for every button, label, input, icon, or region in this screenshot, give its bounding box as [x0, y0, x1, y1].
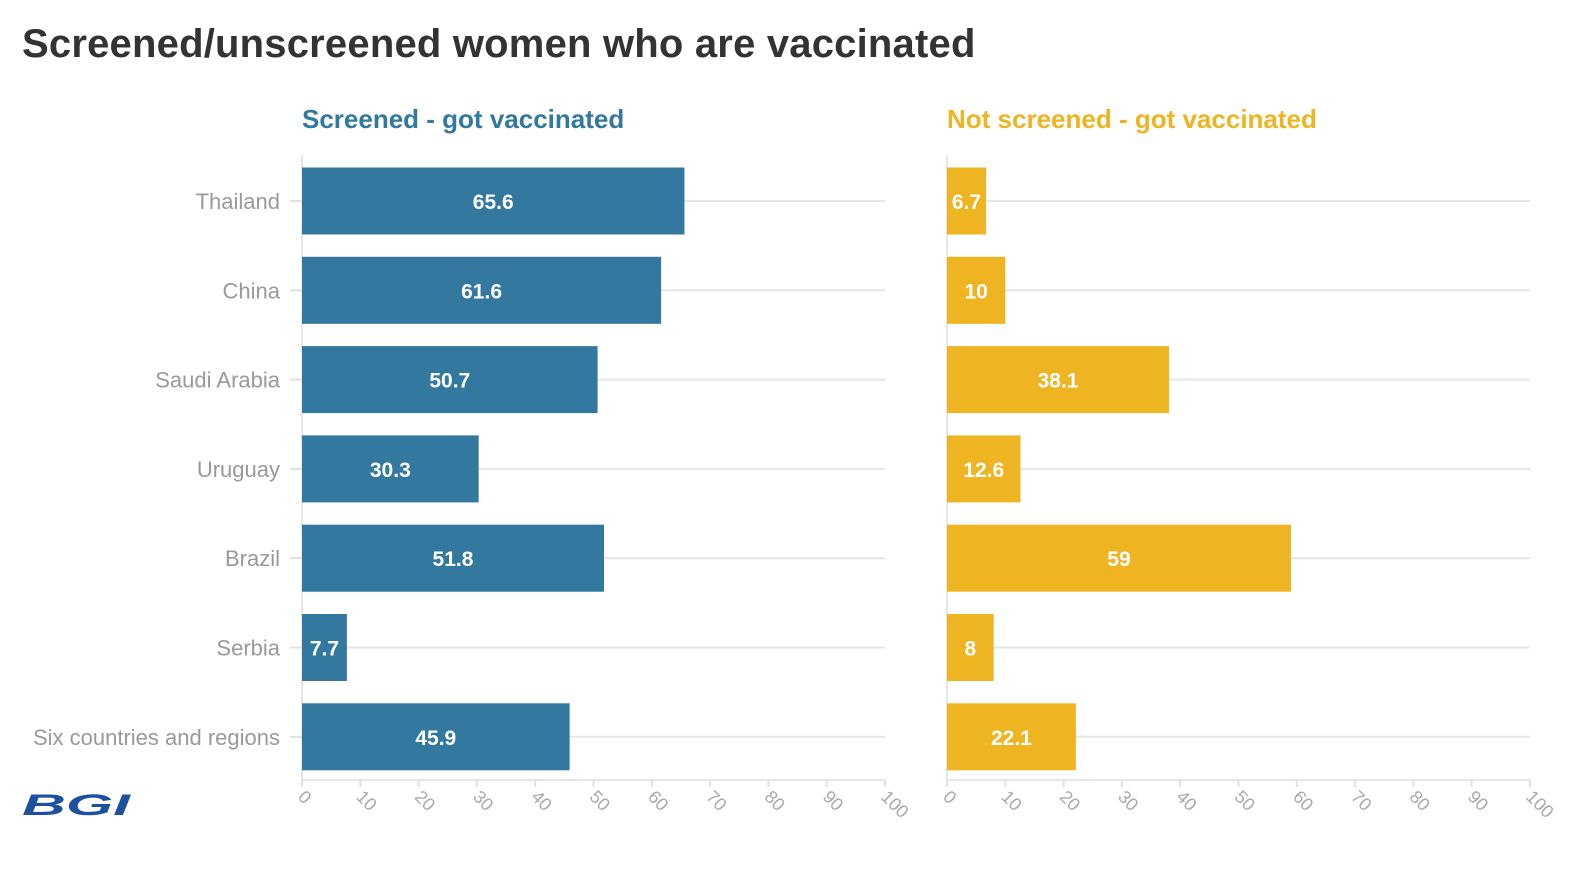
- bar: [947, 614, 994, 681]
- bar-value-label: 65.6: [473, 191, 514, 214]
- x-tick-label: 40: [1172, 787, 1200, 815]
- bar: [947, 346, 1170, 414]
- bar-value-label: 59: [1107, 548, 1130, 571]
- x-tick-label: 90: [819, 787, 847, 815]
- bar: [947, 167, 987, 235]
- bar-value-label: 22.1: [991, 727, 1032, 750]
- category-label: Saudi Arabia: [155, 368, 281, 393]
- x-tick-label: 90: [1464, 787, 1492, 815]
- x-tick-label: 50: [1231, 787, 1259, 815]
- bgi-logo: BGI: [22, 789, 131, 822]
- bar: [302, 703, 570, 771]
- bar-value-label: 7.7: [310, 638, 339, 661]
- x-tick-label: 100: [877, 787, 912, 822]
- x-tick-label: 80: [761, 787, 789, 815]
- bar: [947, 703, 1076, 771]
- x-tick-label: 60: [644, 787, 672, 815]
- bar-value-label: 51.8: [433, 548, 474, 571]
- panel-title-screened: Screened - got vaccinated: [302, 104, 625, 134]
- bar-value-label: 10: [964, 280, 987, 303]
- bar-value-label: 61.6: [461, 280, 502, 303]
- bar: [947, 256, 1006, 324]
- x-tick-label: 30: [1114, 787, 1142, 815]
- bar: [302, 435, 479, 503]
- x-tick-label: 0: [294, 787, 315, 808]
- bar-value-label: 50.7: [429, 370, 470, 393]
- x-tick-label: 20: [1056, 787, 1084, 815]
- x-tick-label: 50: [586, 787, 614, 815]
- category-label: Uruguay: [197, 457, 280, 482]
- bar: [302, 256, 662, 324]
- x-tick-label: 40: [527, 787, 555, 815]
- category-label: Six countries and regions: [33, 725, 280, 750]
- x-tick-label: 70: [1347, 787, 1375, 815]
- category-label: Serbia: [216, 636, 280, 661]
- bar-value-label: 6.7: [952, 191, 981, 214]
- x-tick-label: 20: [411, 787, 439, 815]
- x-tick-label: 0: [939, 787, 960, 808]
- x-tick-label: 80: [1406, 787, 1434, 815]
- bar-value-label: 30.3: [370, 459, 411, 482]
- bar: [302, 614, 347, 681]
- bar: [947, 524, 1291, 592]
- bar: [302, 346, 598, 414]
- bar-value-label: 8: [964, 638, 976, 661]
- x-tick-label: 100: [1522, 787, 1557, 822]
- x-tick-label: 10: [353, 787, 381, 815]
- x-tick-label: 70: [702, 787, 730, 815]
- category-label: China: [223, 278, 281, 303]
- category-label: Thailand: [196, 189, 280, 214]
- bar: [302, 524, 604, 592]
- panel-title-not-screened: Not screened - got vaccinated: [947, 104, 1317, 134]
- x-tick-label: 10: [998, 787, 1026, 815]
- x-tick-label: 30: [469, 787, 497, 815]
- bar: [302, 167, 685, 235]
- panel-1: 0 10 20 30 40 50 60 70 80 90 100 6.7 10 38.1 12.6 59 8 22…: [939, 155, 1558, 822]
- bar-value-label: 38.1: [1038, 370, 1079, 393]
- chart-title: Screened/unscreened women who are vaccin…: [22, 22, 976, 66]
- logo-text: BGI: [22, 789, 131, 822]
- panel-0: 0 10 20 30 40 50 60 70 80 90 100 65.6 Thailand 61.6 Ch…: [33, 155, 913, 822]
- category-label: Brazil: [225, 546, 280, 571]
- bar-value-label: 45.9: [415, 727, 456, 750]
- bar: [947, 435, 1021, 503]
- x-tick-label: 60: [1289, 787, 1317, 815]
- bar-value-label: 12.6: [963, 459, 1004, 482]
